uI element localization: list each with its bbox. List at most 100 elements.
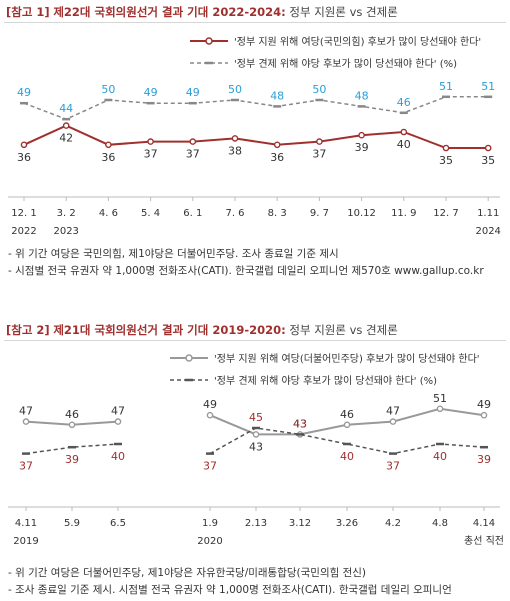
chart-tag: [참고 2] — [6, 323, 50, 337]
footnote-1: - 위 기간 여당은 국민의힘, 제1야당은 더불어민주당. 조사 종료일 기준… — [8, 248, 339, 260]
legend-marker-1 — [185, 354, 193, 362]
data-label: 43 — [249, 440, 263, 453]
data-label: 42 — [59, 132, 73, 145]
x-tick-label: 4.2 — [385, 518, 401, 529]
data-label: 51 — [433, 392, 447, 405]
data-point — [273, 141, 281, 149]
footnote-2: - 조사 종료일 기준 제시. 시점별 전국 유권자 약 1,000명 전화조사… — [8, 584, 452, 596]
data-point — [147, 138, 154, 145]
data-label: 36 — [270, 151, 284, 164]
year-label: 2019 — [13, 536, 38, 547]
chart-title: [참고 1] 제22대 국회의원선거 결과 기대 2022-2024: 정부 지… — [6, 4, 398, 20]
data-point — [484, 144, 492, 152]
data-label: 43 — [293, 417, 307, 430]
data-point — [252, 431, 260, 438]
data-label: 37 — [312, 148, 326, 161]
data-label: 37 — [203, 460, 217, 473]
data-point — [436, 405, 444, 413]
legend-label-1: '정부 지원 위해 여당(더불어민주당) 후보가 많이 당선돼야 한다' — [214, 352, 480, 365]
x-tick-label: 6. 1 — [183, 208, 202, 219]
x-tick-label: 1.11 — [477, 208, 499, 219]
data-label: 35 — [481, 154, 495, 167]
data-point — [114, 418, 122, 425]
data-label: 47 — [111, 405, 125, 418]
chart-subtitle: 정부 지원론 vs 견제론 — [289, 5, 398, 19]
x-tick-label: 3.26 — [336, 518, 358, 529]
data-label: 47 — [19, 405, 33, 418]
data-label: 40 — [433, 450, 447, 463]
data-label: 49 — [186, 86, 200, 99]
x-tick-label: 7. 6 — [225, 208, 244, 219]
data-label: 46 — [340, 408, 354, 421]
x-tick-label: 11. 9 — [391, 208, 416, 219]
footnote-2: - 시점별 전국 유권자 약 1,000명 전화조사(CATI). 한국갤럽 데… — [8, 265, 484, 277]
data-label: 49 — [477, 398, 491, 411]
data-point — [400, 128, 408, 136]
data-point — [189, 138, 197, 145]
data-point — [206, 411, 214, 419]
chart-panel-1: [참고 1] 제22대 국회의원선거 결과 기대 2022-2024: 정부 지… — [0, 0, 510, 300]
data-label: 37 — [144, 148, 158, 161]
year-label: 2022 — [11, 226, 36, 237]
data-label: 35 — [439, 154, 453, 167]
data-label: 36 — [17, 151, 31, 164]
data-point — [20, 141, 28, 149]
legend-label-2: '정부 견제 위해 야당 후보가 많이 당선돼야 한다' (%) — [234, 57, 457, 70]
x-tick-label: 5. 4 — [141, 208, 160, 219]
x-tick-label: 4.14 — [473, 518, 495, 529]
title-divider — [4, 22, 506, 23]
data-point — [358, 131, 365, 139]
x-tick-label: 4. 6 — [99, 208, 118, 219]
x-tick-label: 12. 1 — [11, 208, 36, 219]
footnote-1: - 위 기간 여당은 더불어민주당, 제1야당은 자유한국당/미래통합당(국민의… — [8, 567, 367, 579]
data-point — [442, 144, 450, 152]
line-chart-2: '정부 지원 위해 여당(더불어민주당) 후보가 많이 당선돼야 한다' '정부 … — [8, 352, 504, 547]
data-label: 49 — [203, 398, 217, 411]
data-label: 45 — [249, 411, 263, 424]
data-label: 37 — [19, 460, 33, 473]
chart-subtitle: 정부 지원론 vs 견제론 — [289, 323, 398, 337]
legend-label-1: '정부 지원 위해 여당(국민의힘) 후보가 많이 당선돼야 한다' — [234, 35, 481, 48]
data-point — [68, 421, 76, 429]
data-label: 37 — [186, 148, 200, 161]
chart-title: [참고 2] 제21대 국회의원선거 결과 기대 2019-2020: 정부 지… — [6, 322, 398, 338]
x-tick-label: 4.11 — [15, 518, 37, 529]
data-label: 37 — [386, 460, 400, 473]
x-tick-label: 3.12 — [289, 518, 311, 529]
year-label: 2020 — [197, 536, 222, 547]
data-label: 49 — [144, 86, 158, 99]
data-label: 51 — [439, 80, 453, 93]
data-label: 50 — [228, 83, 242, 96]
year-label: 총선 직전 — [464, 535, 504, 547]
data-point — [231, 135, 239, 142]
data-label: 39 — [477, 453, 491, 466]
data-point — [62, 122, 70, 129]
data-label: 47 — [386, 405, 400, 418]
x-tick-label: 1.9 — [202, 518, 218, 529]
data-label: 39 — [355, 141, 369, 154]
year-label: 2023 — [53, 226, 78, 237]
chart-title-main: 제21대 국회의원선거 결과 기대 2019-2020: — [53, 323, 286, 337]
series-line-1 — [23, 124, 489, 149]
data-label: 50 — [101, 83, 115, 96]
data-label: 48 — [270, 89, 284, 102]
x-tick-label: 12. 7 — [433, 208, 458, 219]
data-label: 44 — [59, 102, 73, 115]
data-point — [480, 411, 488, 419]
data-label: 48 — [355, 89, 369, 102]
data-point — [22, 418, 30, 425]
title-divider — [4, 340, 506, 341]
x-tick-label: 5.9 — [64, 518, 80, 529]
x-tick-label: 10.12 — [347, 208, 376, 219]
data-label: 38 — [228, 144, 242, 157]
x-tick-label: 3. 2 — [57, 208, 76, 219]
data-point — [389, 418, 397, 425]
legend-label-2: '정부 견제 위해 야당 후보가 많이 당선돼야 한다' (%) — [214, 374, 437, 387]
data-label: 39 — [65, 453, 79, 466]
data-point — [343, 421, 351, 429]
data-label: 49 — [17, 86, 31, 99]
x-tick-label: 8. 3 — [268, 208, 287, 219]
data-label: 40 — [397, 138, 411, 151]
x-tick-label: 6.5 — [110, 518, 126, 529]
data-label: 40 — [340, 450, 354, 463]
